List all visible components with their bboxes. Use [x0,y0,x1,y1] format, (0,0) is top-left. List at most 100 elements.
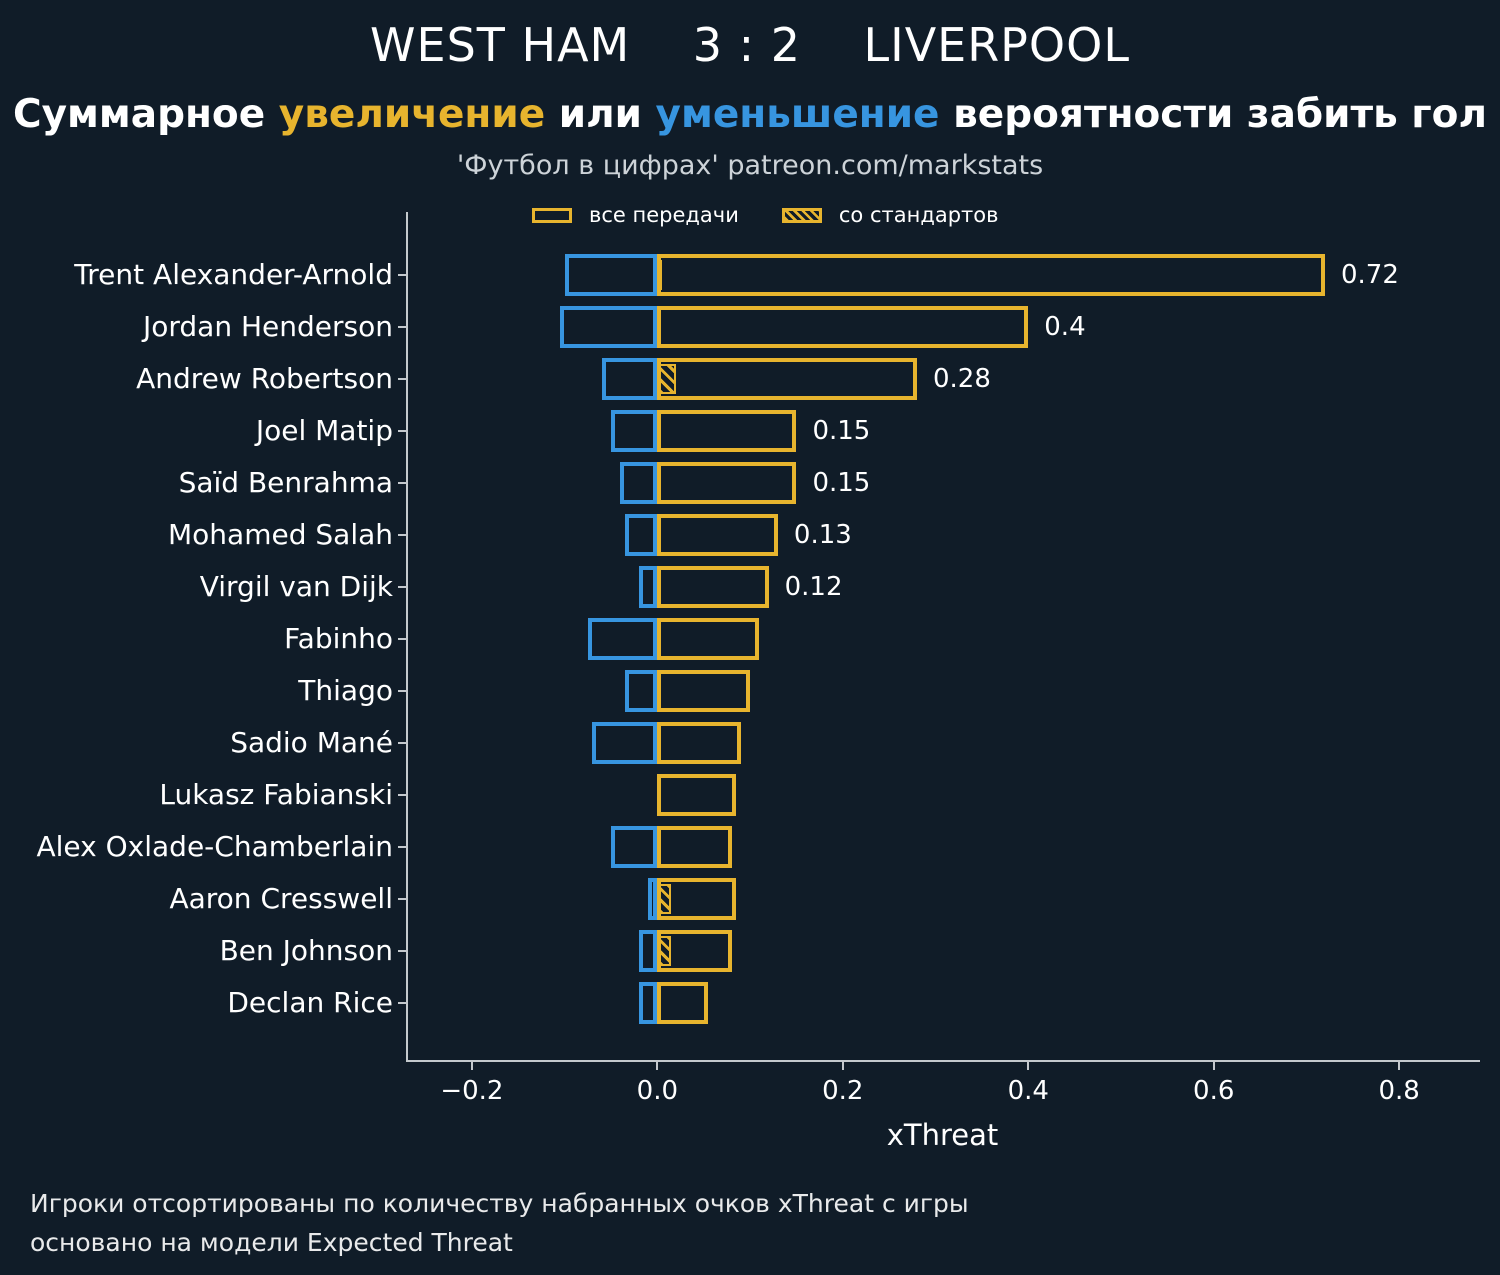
bar-value-label: 0.12 [784,572,843,602]
legend-swatch-set-pieces [781,207,822,223]
negative-bar [638,982,658,1024]
bar-value-label: 0.15 [812,416,871,446]
negative-bar [592,722,658,764]
x-axis-spine [406,1060,1480,1062]
positive-bar [657,514,778,556]
y-axis-tick [398,898,406,900]
chart-legend: все передачи со стандартов [532,203,999,227]
positive-bar [657,826,732,868]
player-label: Mohamed Salah [168,518,393,551]
negative-bar [611,826,658,868]
y-axis-tick [398,638,406,640]
negative-bar [620,462,658,504]
y-axis-tick [398,534,406,536]
positive-bar [657,306,1029,348]
negative-bar [638,930,658,972]
positive-bar [657,722,741,764]
subtitle-text-1: Суммарное [12,92,279,137]
x-axis-tick-label: 0.8 [1378,1076,1420,1106]
legend-label-set-pieces: со стандартов [838,203,999,227]
negative-bar [638,566,658,608]
set-piece-bar [657,364,676,394]
x-axis-tick-label: 0.0 [636,1076,679,1106]
positive-bar [657,774,737,816]
subtitle-decrease-word: уменьшение [655,92,940,137]
footnote-line-2: основано на модели Expected Threat [30,1228,513,1257]
y-axis-tick [398,1002,406,1004]
subtitle-text-3: вероятности забить гол [939,92,1488,137]
player-label: Joel Matip [255,414,393,447]
bar-value-label: 0.15 [812,468,871,498]
negative-bar [624,670,658,712]
x-axis-tick-label: 0.4 [1007,1076,1049,1106]
x-axis-tick [1212,1061,1215,1070]
negative-bar [601,358,658,400]
set-piece-bar [657,884,672,914]
y-axis-spine [406,212,408,1062]
y-axis-tick [398,274,406,276]
bar-value-label: 0.4 [1044,312,1086,342]
positive-bar [657,410,797,452]
player-label: Ben Johnson [219,934,393,967]
player-label: Trent Alexander-Arnold [74,258,393,291]
player-label: Virgil van Dijk [199,570,393,603]
bar-value-label: 0.72 [1341,260,1399,290]
y-axis-tick [398,794,406,796]
x-axis-tick [1027,1061,1030,1070]
y-axis-tick [398,378,406,380]
negative-bar [648,878,658,920]
positive-bar [657,982,709,1024]
player-label: Aaron Cresswell [169,882,393,915]
set-piece-bar [657,260,662,290]
player-label: Andrew Robertson [136,362,393,395]
positive-bar [657,618,760,660]
plot-area: 0.72 0.4 0.28 0.15 0.15 0.13 0.12 [407,212,1478,1060]
y-axis-labels: Trent Alexander-Arnold Jordan Henderson An… [0,0,394,1275]
set-piece-bar [657,936,672,966]
player-label: Saïd Benrahma [178,466,393,499]
negative-bar [624,514,658,556]
x-axis-tick [656,1061,659,1070]
y-axis-tick [398,586,406,588]
subtitle-increase-word: увеличение [278,92,546,137]
x-axis-tick [1398,1061,1401,1070]
player-label: Declan Rice [227,986,393,1019]
player-label: Thiago [298,674,393,707]
player-label: Alex Oxlade-Chamberlain [36,830,394,863]
positive-bar [657,670,751,712]
negative-bar [587,618,658,660]
credit-line: 'Футбол в цифрах' patreon.com/markstats [456,150,1044,181]
x-axis-tick-label: −0.2 [440,1076,504,1106]
legend-label-all-passes: все передачи [589,203,739,227]
match-title: WEST HAM 3 : 2 LIVERPOOL [370,18,1130,72]
y-axis-tick [398,482,406,484]
footnote: Игроки отсортированы по количеству набра… [30,1184,969,1262]
y-axis-tick [398,846,406,848]
negative-bar [564,254,658,296]
y-axis-tick [398,430,406,432]
bar-value-label: 0.28 [933,364,991,394]
x-axis-tick [841,1061,844,1070]
legend-swatch-all-passes [532,207,572,223]
player-label: Jordan Henderson [143,310,393,343]
chart-subtitle: Суммарное увеличение или уменьшение веро… [0,92,1500,137]
negative-bar [611,410,658,452]
y-axis-tick [398,950,406,952]
player-label: Sadio Mané [230,726,393,759]
y-axis-tick [398,742,406,744]
footnote-line-1: Игроки отсортированы по количеству набра… [30,1189,969,1218]
player-label: Lukasz Fabianski [159,778,393,811]
positive-bar [657,358,917,400]
positive-bar [657,566,769,608]
x-axis-tick-label: 0.2 [822,1076,864,1106]
x-axis-title: xThreat [886,1118,999,1152]
x-axis-tick [470,1061,473,1070]
positive-bar [657,462,797,504]
subtitle-text-2: или [545,92,656,137]
negative-bar [560,306,658,348]
player-label: Fabinho [284,622,393,655]
positive-bar [657,254,1325,296]
y-axis-tick [398,690,406,692]
y-axis-tick [398,326,406,328]
